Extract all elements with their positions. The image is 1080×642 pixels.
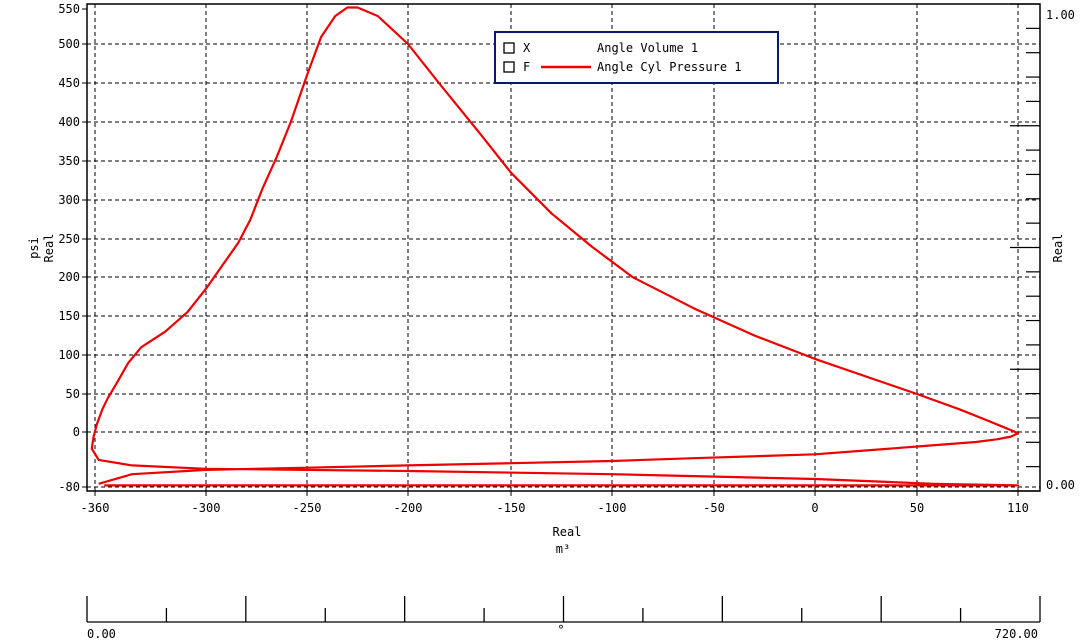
x-tick-label: -250 <box>293 501 322 515</box>
secondary-axis-unit: ° <box>557 623 564 637</box>
y-tick-label: 100 <box>58 348 80 362</box>
series-line-pressure <box>90 6 1020 487</box>
y-tick-label: 150 <box>58 309 80 323</box>
legend-box <box>494 31 779 84</box>
y-tick-label: 450 <box>58 76 80 90</box>
x-tick-label: -150 <box>497 501 526 515</box>
x-tick-label: 110 <box>1007 501 1029 515</box>
x-axis-ticks: -360 -300 -250 -200 -150 -100 -50 0 50 110 <box>81 491 1029 515</box>
legend-label-volume: Angle Volume 1 <box>597 41 698 55</box>
y-tick-label: 500 <box>58 37 80 51</box>
x-tick-label: -50 <box>703 501 725 515</box>
y-tick-label: -80 <box>58 480 80 494</box>
x-tick-label: 50 <box>910 501 924 515</box>
right-axis-label: Real <box>1051 234 1065 263</box>
y-tick-label: 200 <box>58 270 80 284</box>
secondary-axis-min-label: 0.00 <box>87 627 116 641</box>
x-tick-label: 0 <box>811 501 818 515</box>
x-tick-label: -300 <box>192 501 221 515</box>
y-tick-label: 350 <box>58 154 80 168</box>
legend-checkbox-x[interactable] <box>503 42 515 54</box>
right-axis-top-label: 1.00 <box>1046 8 1075 22</box>
legend-label-pressure: Angle Cyl Pressure 1 <box>597 60 742 74</box>
y-tick-label: 0 <box>73 425 80 439</box>
legend-checkbox-f[interactable] <box>503 61 515 73</box>
x-axis-unit: m³ <box>556 542 570 556</box>
y-axis-unit: psi <box>27 237 41 259</box>
right-axis <box>1010 3 1040 492</box>
y-tick-label: 300 <box>58 193 80 207</box>
x-axis-label: Real <box>553 525 582 539</box>
y-tick-label: 400 <box>58 115 80 129</box>
x-tick-label: -360 <box>81 501 110 515</box>
y-tick-label: 50 <box>66 387 80 401</box>
x-tick-label: -100 <box>598 501 627 515</box>
legend-key-f: F <box>523 60 530 74</box>
x-tick-label: -200 <box>394 501 423 515</box>
y-tick-label: 550 <box>58 2 80 16</box>
secondary-x-axis <box>86 596 1041 623</box>
y-axis-label: Real <box>42 234 56 263</box>
y-tick-label: 250 <box>58 232 80 246</box>
series-layer <box>90 6 1020 487</box>
right-axis-bottom-label: 0.00 <box>1046 478 1075 492</box>
legend: X Angle Volume 1 F Angle Cyl Pressure 1 <box>494 31 779 84</box>
legend-key-x: X <box>523 41 531 55</box>
secondary-axis-max-label: 720.00 <box>995 627 1038 641</box>
